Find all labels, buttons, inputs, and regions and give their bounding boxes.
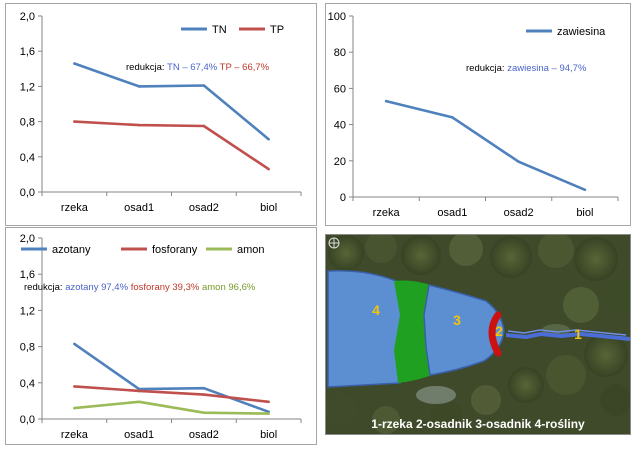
data-point-amon (73, 406, 76, 410)
chart-tn-tp: 0,0 0,4 0,8 1,2 1,6 2,0 rzeka osad1 osad2 biol TN T… (20, 11, 302, 214)
series-line-azotany (73, 342, 270, 414)
y-tick-label: 100 (328, 11, 346, 23)
data-point-TP (267, 167, 270, 171)
data-point-zawiesina (517, 160, 520, 164)
y-tick-label: 40 (334, 120, 346, 132)
x-tick-label: biol (576, 207, 593, 219)
light-patch (416, 386, 456, 404)
y-tick-label: 1,6 (20, 269, 35, 281)
data-point-TP (137, 123, 141, 127)
x-tick-label: osad1 (124, 202, 154, 214)
data-point-TN (73, 62, 76, 65)
x-tick-label: osad2 (189, 429, 219, 441)
data-point-amon (267, 412, 270, 415)
data-point-azotany (73, 342, 76, 346)
data-point-TN (267, 137, 270, 141)
x-tick-label: rzeka (373, 207, 401, 219)
zone-label-2: 2 (495, 323, 503, 339)
series-line-amon (74, 400, 269, 415)
x-tick-label: rzeka (61, 429, 89, 441)
reduction-annotation: redukcja: azotany 97,4% fosforany 39,3% … (24, 282, 256, 293)
y-tick-label: 1,2 (20, 81, 35, 93)
aerial-photo: 4 3 2 1 1-rzeka 2-osadnik 3-osadnik 4-ro… (326, 235, 630, 434)
zone-label-1: 1 (574, 326, 582, 342)
wetland-map: 4 3 2 1 1-rzeka 2-osadnik 3-osadnik 4-ro… (325, 234, 631, 435)
y-tick-label: 0,0 (20, 414, 35, 426)
data-point-fosforany (137, 389, 141, 393)
data-point-fosforany (267, 400, 270, 404)
x-tick-label: biol (260, 429, 277, 441)
chart-panel-nutrients: 0,0 0,4 0,8 1,2 1,6 2,0 rzeka osad1 osad2 biol azo… (5, 227, 317, 445)
legend-label-azotany: azotany (52, 244, 91, 256)
zone-plants-green (394, 280, 432, 383)
series-line-zawiesina (385, 99, 586, 191)
x-tick-label: osad1 (124, 429, 154, 441)
y-tick-label: 2,0 (20, 11, 35, 23)
x-tick-label: rzeka (61, 202, 89, 214)
data-point-zawiesina (583, 188, 587, 192)
chart-zawiesina: 0 20 40 60 80 100 rzeka osad1 osad2 biol zawiesina… (328, 11, 619, 219)
data-point-fosforany (73, 385, 76, 388)
map-caption: 1-rzeka 2-osadnik 3-osadnik 4-rośliny (371, 417, 585, 431)
y-tick-label: 0,4 (20, 378, 35, 390)
y-tick-label: 0,8 (20, 342, 35, 354)
legend-label-amon: amon (237, 244, 265, 256)
zone-label-4: 4 (372, 302, 380, 318)
series-line-TP (74, 120, 270, 171)
y-tick-label: 80 (334, 47, 346, 59)
y-tick-label: 20 (334, 156, 346, 168)
reduction-annotation: redukcja: zawiesina – 94,7% (466, 63, 587, 74)
tree-canopy (326, 235, 630, 434)
y-tick-label: 0,4 (20, 152, 35, 164)
y-tick-label: 60 (334, 83, 346, 95)
chart-nutrients: 0,0 0,4 0,8 1,2 1,6 2,0 rzeka osad1 osad2 biol azo… (20, 233, 302, 441)
data-point-fosforany (202, 393, 206, 396)
map-nav-control (328, 237, 340, 249)
data-point-TN (202, 84, 206, 87)
y-tick-label: 0 (340, 192, 346, 204)
zone-4-plants (327, 269, 403, 388)
legend-label-fosforany: fosforany (152, 244, 198, 256)
chart-panel-zawiesina: 0 20 40 60 80 100 rzeka osad1 osad2 biol zawiesina… (325, 3, 631, 226)
x-tick-label: biol (260, 202, 277, 214)
data-point-zawiesina (451, 116, 454, 119)
zone-2-settler (488, 311, 502, 357)
legend-label-TP: TP (270, 24, 284, 36)
y-tick-label: 0,8 (20, 117, 35, 129)
y-tick-label: 0,0 (20, 187, 35, 199)
x-tick-label: osad2 (189, 202, 219, 214)
data-point-azotany (202, 386, 206, 390)
data-point-TP (73, 120, 76, 123)
data-point-zawiesina (384, 99, 388, 103)
y-tick-label: 1,6 (20, 46, 35, 58)
y-tick-label: 2,0 (20, 233, 35, 245)
x-tick-label: osad2 (504, 207, 534, 219)
legend-label-zawiesina: zawiesina (557, 26, 606, 38)
x-tick-label: osad1 (437, 207, 467, 219)
series-line-TN (73, 62, 270, 141)
data-point-amon (202, 411, 206, 414)
series-line-fosforany (74, 385, 269, 404)
chart-panel-tn-tp: 0,0 0,4 0,8 1,2 1,6 2,0 rzeka osad1 osad2 biol TN T… (5, 3, 317, 226)
data-point-TP (202, 124, 206, 128)
reduction-annotation: redukcja: TN – 67,4% TP – 66,7% (126, 62, 270, 73)
y-tick-label: 1,2 (20, 305, 35, 317)
data-point-amon (137, 400, 141, 404)
data-point-TN (137, 85, 141, 88)
zone-3-settler (423, 284, 505, 376)
zone-label-3: 3 (453, 312, 461, 328)
legend-label-TN: TN (212, 24, 227, 36)
zone-1-river (505, 331, 630, 341)
